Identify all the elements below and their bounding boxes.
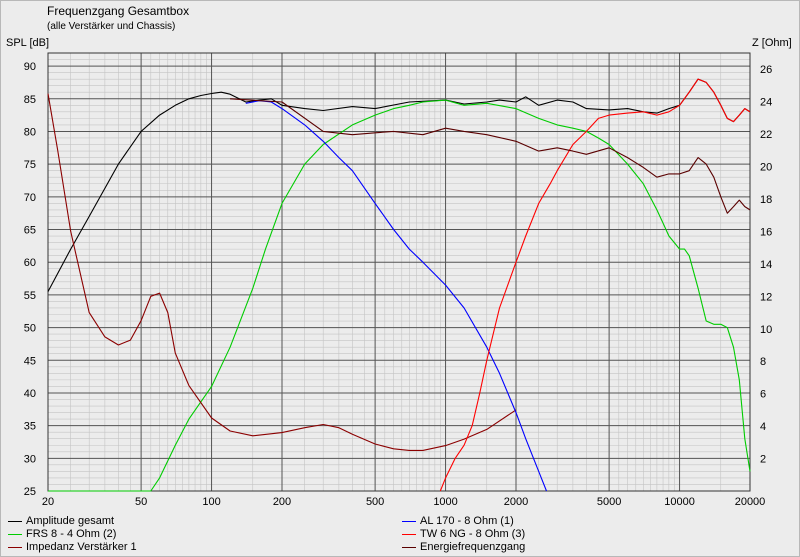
- y-tick-label: 80: [24, 126, 36, 138]
- x-tick-label: 20: [42, 496, 54, 508]
- x-tick-label: 10000: [664, 496, 695, 508]
- legend-swatch: [402, 546, 416, 548]
- legend-swatch: [8, 520, 22, 522]
- legend-item: Energiefrequenzgang: [402, 541, 525, 553]
- y2-tick-label: 16: [760, 226, 772, 238]
- y2-tick-label: 26: [760, 64, 772, 76]
- legend-item: Impedanz Verstärker 1: [8, 541, 137, 553]
- legend-label: FRS 8 - 4 Ohm (2): [26, 528, 117, 540]
- y2-tick-label: 18: [760, 194, 772, 206]
- series-line: [230, 98, 751, 214]
- x-tick-label: 1000: [433, 496, 457, 508]
- legend-swatch: [8, 546, 22, 548]
- legend-swatch: [402, 533, 416, 535]
- y2-tick-label: 24: [760, 97, 772, 109]
- x-tick-label: 50: [135, 496, 147, 508]
- series-line: [48, 99, 751, 492]
- y2-tick-label: 12: [760, 291, 772, 303]
- legend-item: TW 6 NG - 8 Ohm (3): [402, 528, 525, 540]
- series-line: [245, 100, 548, 492]
- y-tick-label: 65: [24, 225, 36, 237]
- y-tick-label: 75: [24, 159, 36, 171]
- x-tick-label: 2000: [504, 496, 528, 508]
- plot-area: [47, 52, 751, 492]
- series-line: [47, 93, 517, 451]
- y-tick-label: 90: [24, 61, 36, 73]
- y-tick-label: 45: [24, 355, 36, 367]
- y-tick-label: 60: [24, 257, 36, 269]
- y-tick-label: 30: [24, 453, 36, 465]
- y-tick-label: 70: [24, 192, 36, 204]
- y-tick-label: 35: [24, 421, 36, 433]
- x-tick-label: 500: [366, 496, 384, 508]
- y-tick-label: 50: [24, 323, 36, 335]
- x-tick-label: 200: [273, 496, 291, 508]
- legend-swatch: [8, 533, 22, 535]
- right-axis-label: Z [Ohm]: [752, 37, 792, 49]
- x-tick-label: 20000: [735, 496, 766, 508]
- y2-tick-label: 14: [760, 259, 772, 271]
- chart-subtitle: (alle Verstärker und Chassis): [47, 21, 176, 32]
- legend-label: Impedanz Verstärker 1: [26, 541, 137, 553]
- legend-label: Amplitude gesamt: [26, 515, 115, 527]
- legend-item: AL 170 - 8 Ohm (1): [402, 515, 514, 527]
- y-tick-label: 25: [24, 486, 36, 498]
- y-tick-label: 85: [24, 94, 36, 106]
- left-axis-label: SPL [dB]: [6, 37, 50, 49]
- y2-tick-label: 4: [760, 421, 766, 433]
- y2-tick-label: 22: [760, 129, 772, 141]
- legend-label: Energiefrequenzgang: [420, 541, 526, 553]
- y-tick-label: 40: [24, 388, 36, 400]
- y2-tick-label: 6: [760, 389, 766, 401]
- y-tick-label: 55: [24, 290, 36, 302]
- chart-title: Frequenzgang Gesamtbox: [47, 4, 190, 18]
- legend-swatch: [402, 520, 416, 522]
- legend-label: TW 6 NG - 8 Ohm (3): [420, 528, 526, 540]
- x-tick-label: 100: [202, 496, 220, 508]
- y2-tick-label: 8: [760, 356, 766, 368]
- legend-item: FRS 8 - 4 Ohm (2): [8, 528, 116, 540]
- y2-tick-label: 20: [760, 162, 772, 174]
- y2-tick-label: 10: [760, 324, 772, 336]
- legend: Amplitude gesamt FRS 8 - 4 Ohm (2) Imped…: [0, 511, 800, 557]
- legend-label: AL 170 - 8 Ohm (1): [420, 515, 514, 527]
- x-tick-label: 5000: [597, 496, 621, 508]
- y2-tick-label: 2: [760, 454, 766, 466]
- series-line: [439, 78, 751, 492]
- legend-item: Amplitude gesamt: [8, 515, 114, 527]
